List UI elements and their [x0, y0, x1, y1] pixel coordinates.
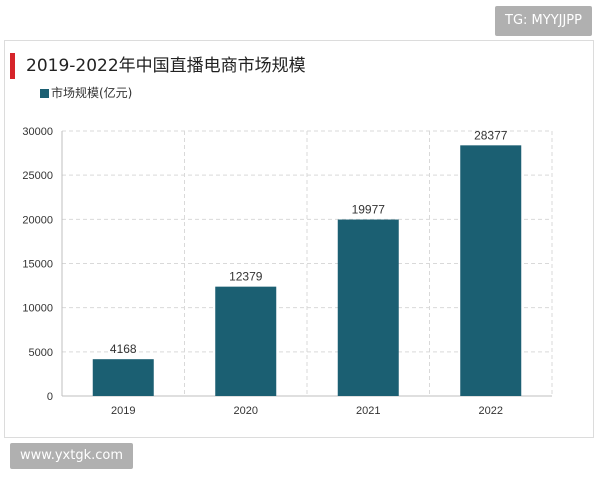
y-tick-label: 0 — [47, 391, 53, 403]
bar-2021 — [337, 219, 399, 396]
title-accent-bar — [10, 53, 15, 79]
y-tick-label: 30000 — [22, 126, 53, 138]
bar-2020 — [215, 286, 277, 396]
x-tick-label: 2022 — [479, 405, 503, 417]
x-tick-label: 2019 — [111, 405, 135, 417]
data-label: 19977 — [352, 203, 386, 217]
y-tick-label: 25000 — [22, 170, 53, 182]
watermark-top: TG: MYYJJPP — [495, 6, 592, 36]
x-tick-label: 2021 — [356, 405, 380, 417]
y-tick-label: 15000 — [22, 259, 53, 271]
bar-2019 — [92, 359, 154, 396]
y-tick-label: 10000 — [22, 303, 53, 315]
legend-label: 市场规模(亿元) — [51, 86, 133, 100]
legend-swatch — [40, 89, 49, 98]
x-tick-label: 2020 — [234, 405, 258, 417]
chart-title: 2019-2022年中国直播电商市场规模 — [26, 56, 306, 76]
data-label: 12379 — [229, 270, 263, 284]
data-label: 4168 — [110, 342, 137, 356]
data-label: 28377 — [474, 128, 508, 142]
y-tick-label: 20000 — [22, 214, 53, 226]
y-tick-label: 5000 — [29, 347, 53, 359]
watermark-bottom: www.yxtgk.com — [10, 443, 133, 469]
bar-2022 — [460, 145, 522, 396]
